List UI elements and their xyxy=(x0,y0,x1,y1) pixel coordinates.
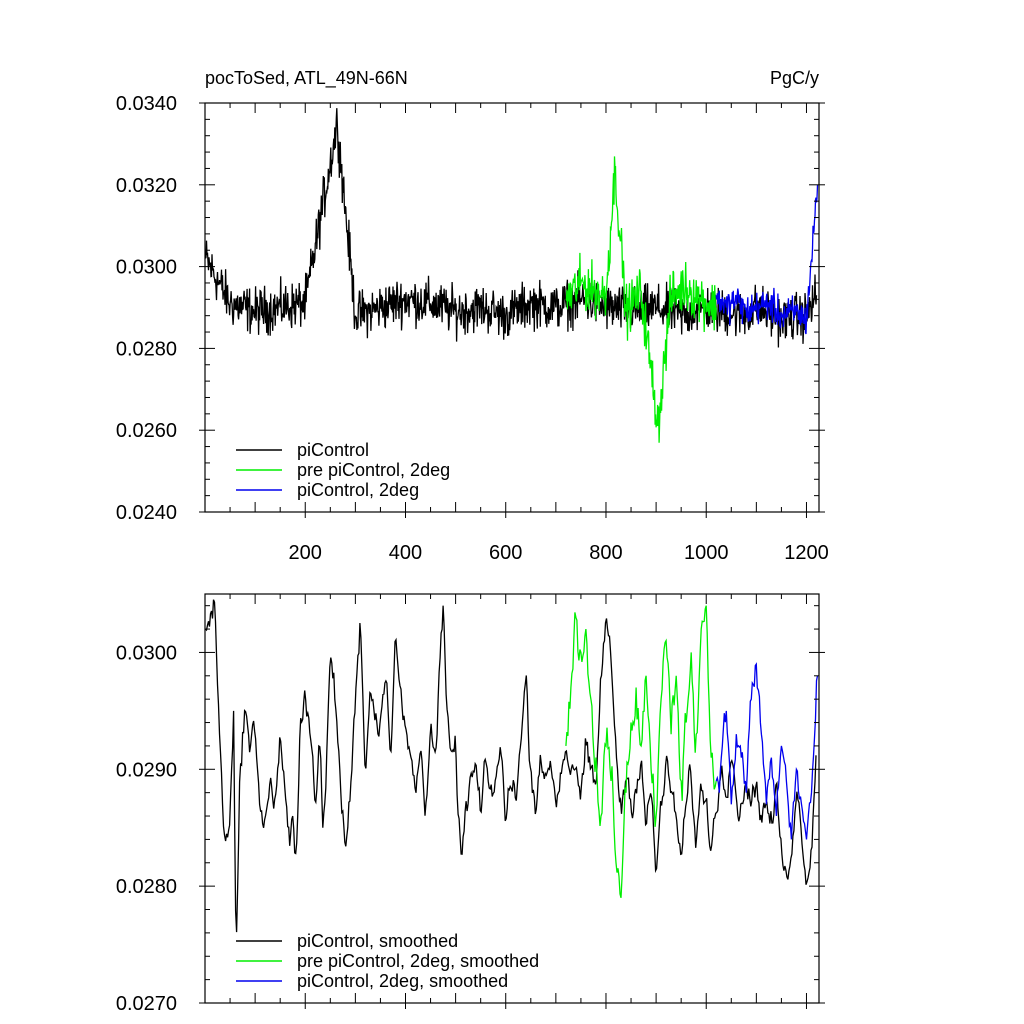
legend-label-1: pre piControl, 2deg xyxy=(297,460,450,480)
series-line-0 xyxy=(205,599,817,933)
plot-frame xyxy=(204,593,820,1004)
legend-label-1: pre piControl, 2deg, smoothed xyxy=(297,951,539,971)
series-line-0 xyxy=(205,108,818,348)
x-tick-label: 800 xyxy=(589,542,622,564)
y-tick-label: 0.0240 xyxy=(116,502,177,524)
y-tick-label: 0.0290 xyxy=(116,759,177,781)
legend-label-2: piControl, 2deg, smoothed xyxy=(297,971,508,991)
series-line-2 xyxy=(715,184,819,335)
x-tick-label: 400 xyxy=(389,542,422,564)
y-tick-label: 0.0320 xyxy=(116,175,177,197)
legend-label-2: piControl, 2deg xyxy=(297,480,419,500)
series-line-1 xyxy=(565,156,717,443)
y-tick-label: 0.0300 xyxy=(116,642,177,664)
series-line-2 xyxy=(715,662,819,840)
x-tick-label: 1000 xyxy=(684,542,729,564)
y-tick-label: 0.0340 xyxy=(116,93,177,115)
y-tick-label: 0.0280 xyxy=(116,338,177,360)
y-tick-label: 0.0280 xyxy=(116,876,177,898)
chart-title: pocToSed, ATL_49N-66N xyxy=(205,68,408,89)
legend-label-0: piControl xyxy=(297,440,369,460)
top-panel: pocToSed, ATL_49N-66N PgC/y 200 400 600 800… xyxy=(116,68,829,564)
y-tick-label: 0.0300 xyxy=(116,257,177,279)
legend-label-0: piControl, smoothed xyxy=(297,931,458,951)
series-line-1 xyxy=(565,605,717,898)
chart-units: PgC/y xyxy=(770,68,819,88)
x-tick-label: 1200 xyxy=(784,542,829,564)
y-tick-label: 0.0270 xyxy=(116,993,177,1015)
x-tick-label: 200 xyxy=(289,542,322,564)
x-tick-label: 600 xyxy=(489,542,522,564)
y-tick-label: 0.0260 xyxy=(116,420,177,442)
plot-frame xyxy=(204,102,820,513)
bottom-panel: 0.0270 0.0280 0.0290 0.0300 piControl, smoo… xyxy=(116,593,825,1015)
